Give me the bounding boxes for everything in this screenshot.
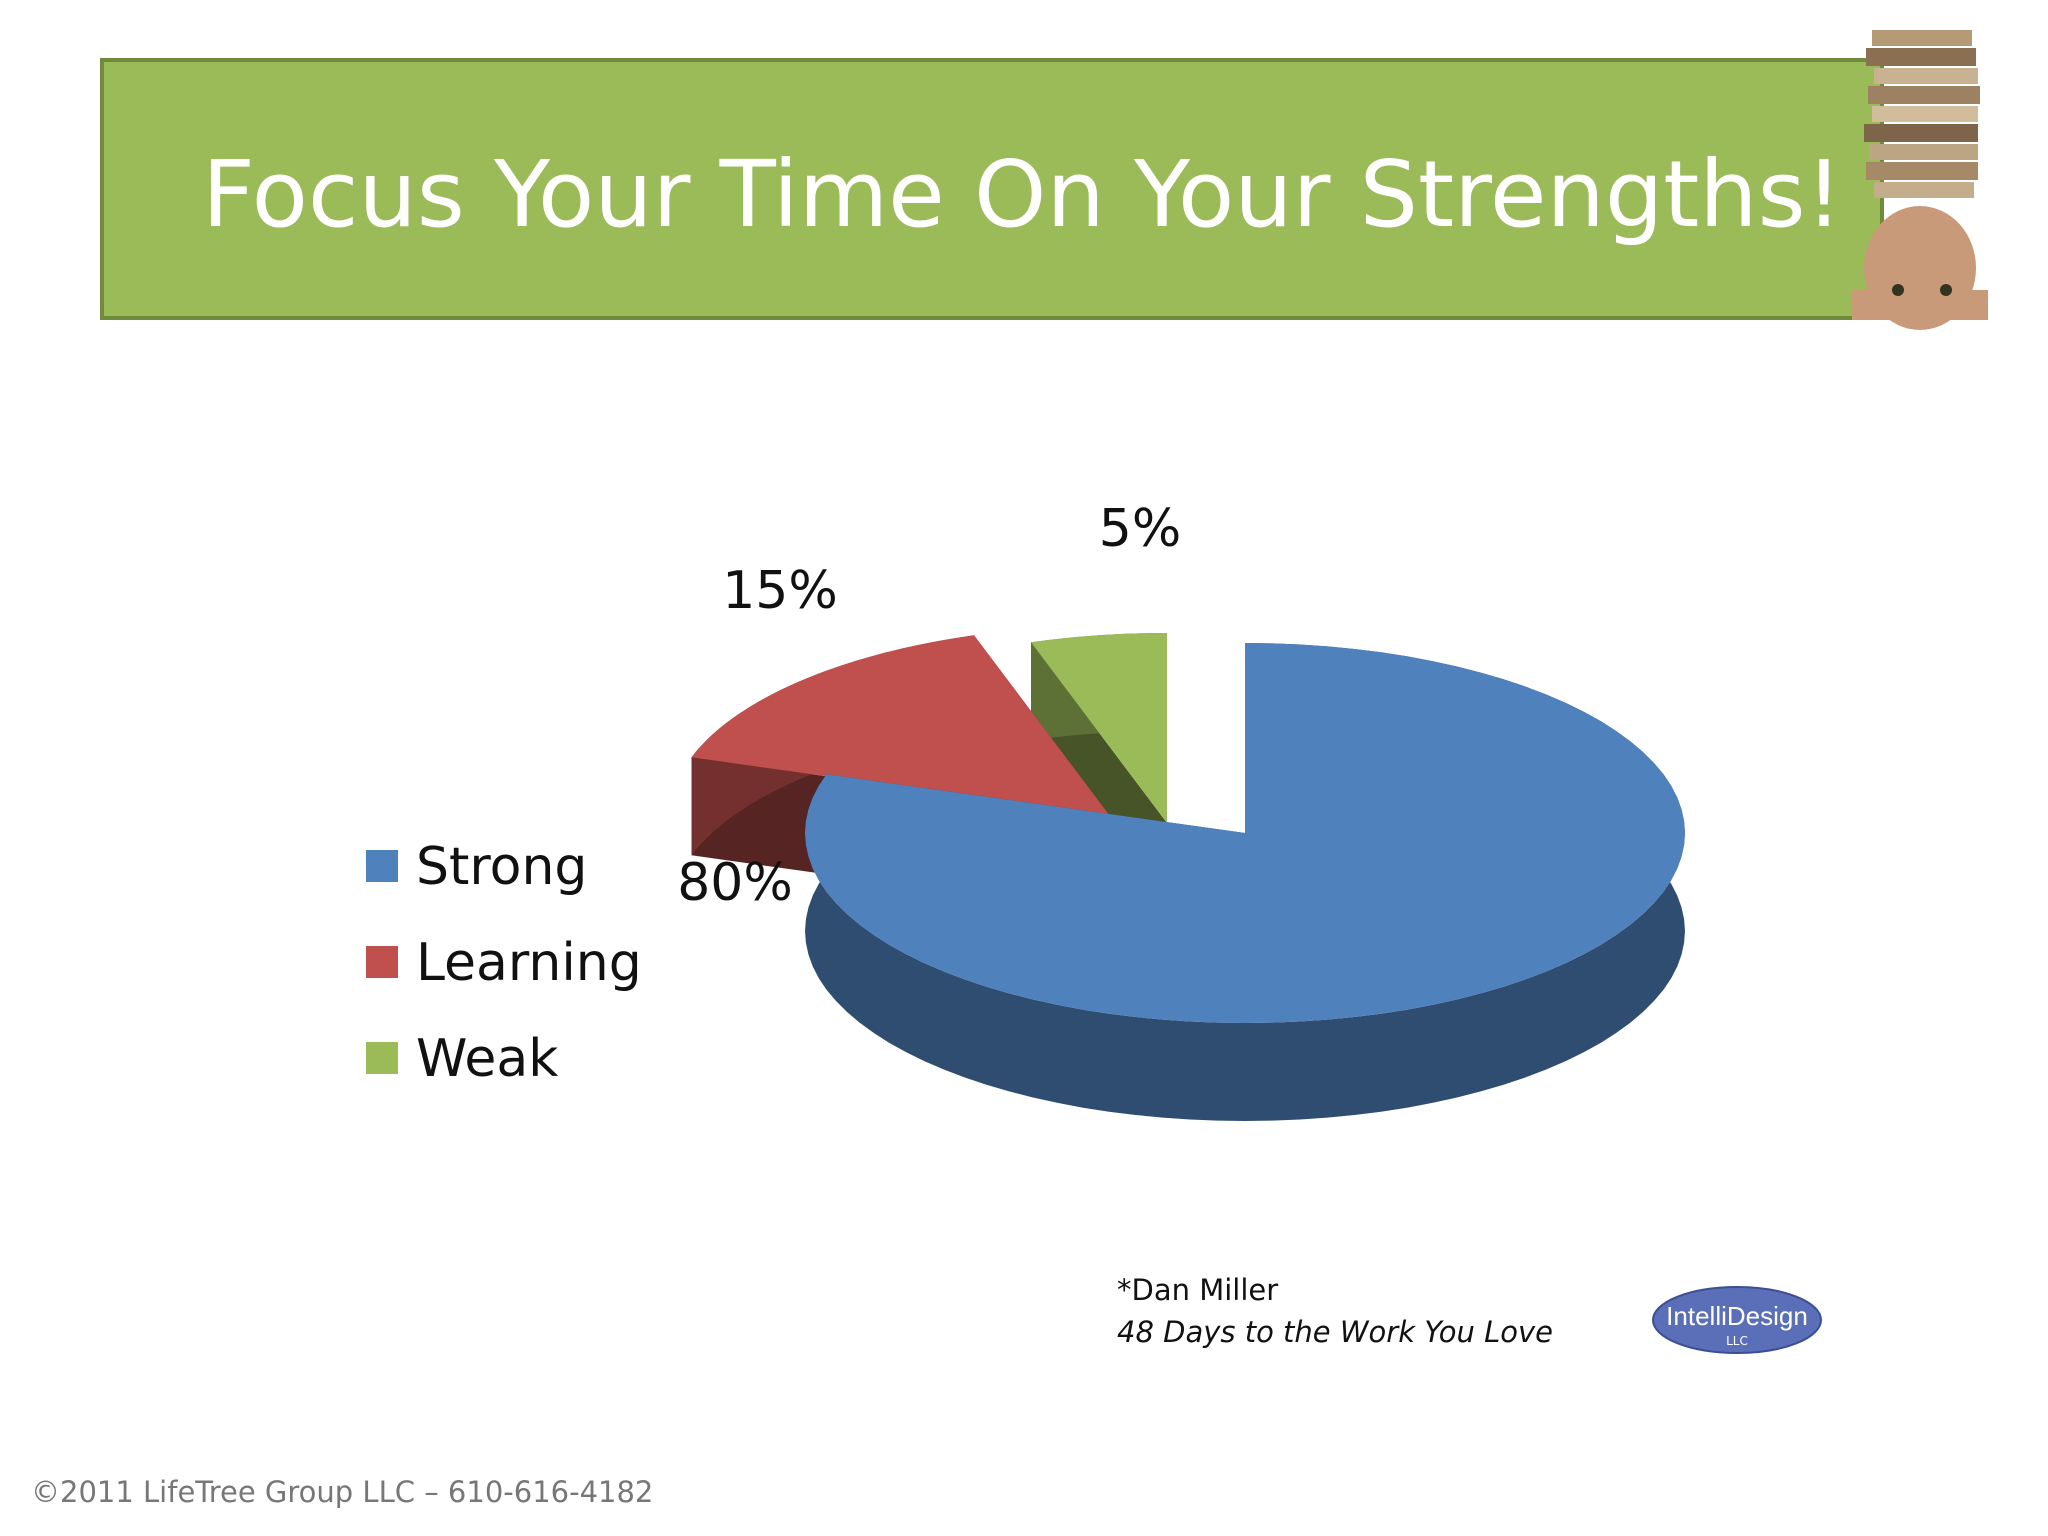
logo-suffix: LLC: [1726, 1334, 1748, 1348]
legend-label: Strong: [416, 837, 587, 897]
source-author: *Dan Miller: [1117, 1273, 1278, 1307]
legend-label: Weak: [416, 1029, 558, 1089]
legend-swatch: [366, 850, 398, 882]
pie-slice: [1031, 633, 1167, 823]
legend-label: Learning: [416, 933, 642, 993]
pie-chart: 80% 15% 5% Strong Learning Weak: [366, 499, 1685, 1121]
chart-title: Focus Your Time On Your Strengths!: [202, 141, 1842, 248]
pie-slice: [691, 635, 1110, 816]
legend-swatch: [366, 1042, 398, 1074]
books-head-illustration: [1852, 30, 1988, 330]
title-banner: [100, 58, 1884, 320]
data-label: 5%: [1099, 499, 1182, 559]
source-book: 48 Days to the Work You Love: [1117, 1315, 1553, 1349]
logo-badge: [1652, 1286, 1822, 1354]
pie-slice: [805, 643, 1685, 1023]
logo-name: IntelliDesign: [1666, 1301, 1808, 1331]
data-label: 80%: [677, 853, 793, 913]
legend-swatch: [366, 946, 398, 978]
data-label: 15%: [722, 561, 838, 621]
footer: ©2011 LifeTree Group LLC – 610-616-4182: [31, 1475, 653, 1509]
